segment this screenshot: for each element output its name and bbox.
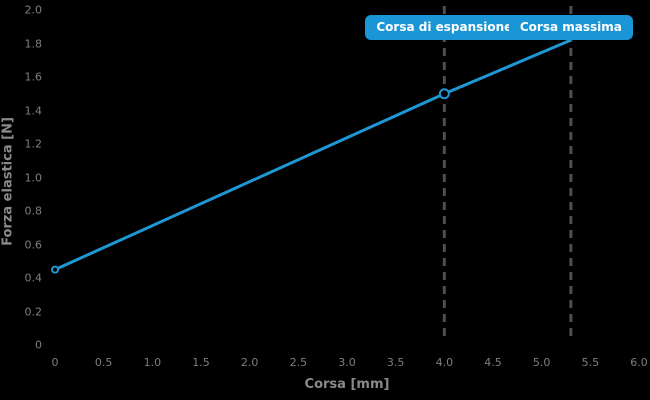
x-axis-title: Corsa [mm] xyxy=(304,377,390,392)
x-tick-label: 2.0 xyxy=(240,356,259,369)
x-tick-label: 1.0 xyxy=(143,356,162,369)
x-tick-label: 0.5 xyxy=(94,356,113,369)
x-tick-label: 5.5 xyxy=(581,356,600,369)
x-tick-label: 3.5 xyxy=(386,356,405,369)
y-tick-label: 1.6 xyxy=(24,70,43,84)
y-tick-label: 1.0 xyxy=(24,171,43,184)
y-tick-label: 0.2 xyxy=(24,305,43,318)
x-tick-label: 4.5 xyxy=(484,356,502,369)
y-axis-title: Forza elastica [N] xyxy=(0,117,16,246)
x-tick-label: 1.5 xyxy=(192,356,210,369)
x-tick-label: 5.0 xyxy=(532,356,551,369)
annotation-badge: Corsa massima xyxy=(508,15,633,40)
y-tick-label: 2.0 xyxy=(24,3,43,17)
x-tick-label: 2.5 xyxy=(289,356,308,369)
y-tick-label: 0.8 xyxy=(24,204,43,218)
y-tick-label: 1.2 xyxy=(24,137,43,151)
y-tick-label: 0.6 xyxy=(24,238,43,251)
x-tick-label: 6.0 xyxy=(630,356,648,369)
x-tick-label: 0 xyxy=(51,356,59,369)
data-point-marker xyxy=(51,265,59,274)
x-tick-label: 4.0 xyxy=(435,356,454,369)
data-point-marker xyxy=(438,88,450,100)
y-tick-label: 0 xyxy=(35,338,42,352)
y-tick-label: 1.8 xyxy=(24,37,43,50)
series-line xyxy=(54,38,572,271)
x-tick-label: 3.0 xyxy=(338,356,356,369)
y-tick-label: 1.4 xyxy=(24,104,43,117)
y-tick-label: 0.4 xyxy=(24,271,43,285)
annotation-badge: Corsa di espansione xyxy=(365,15,524,40)
